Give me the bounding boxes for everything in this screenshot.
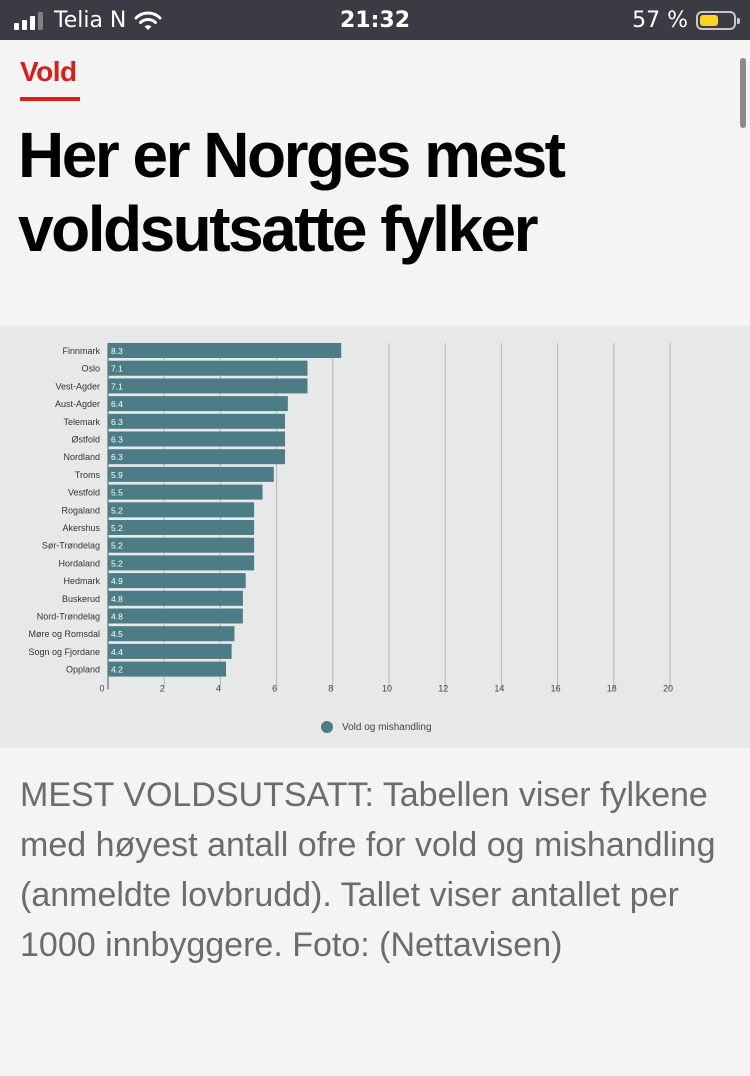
x-tick-label: 14 (494, 683, 504, 693)
data-label: 6.3 (111, 435, 123, 445)
legend-label: Vold og mishandling (342, 722, 432, 733)
bar (108, 643, 232, 659)
bar (108, 343, 342, 358)
category-label: Finnmark (62, 346, 100, 356)
category-label: Akershus (62, 523, 100, 533)
category-label: Vestfold (68, 488, 100, 498)
bar (108, 626, 235, 642)
bar (108, 378, 308, 394)
bar (108, 590, 243, 606)
category-label: Nordland (63, 452, 100, 462)
x-tick-label: 4 (216, 683, 221, 693)
chart-panel: Finnmark 8.3 Oslo 7.1 Vest-Agder 7.1 Aust-Agde… (0, 326, 750, 748)
battery-icon (696, 11, 740, 30)
category-label: Buskerud (62, 594, 100, 604)
data-label: 5.9 (111, 470, 123, 480)
bar (108, 520, 255, 535)
data-label: 7.1 (111, 364, 123, 374)
battery-percent: 57 % (632, 8, 688, 33)
headline-line-2: voldsutsatte fylker (18, 193, 539, 265)
bar (108, 360, 308, 376)
x-tick-label: 8 (328, 683, 333, 693)
status-bar: Telia N 21:32 57 % (0, 0, 750, 40)
x-tick-label: 10 (382, 683, 392, 693)
bar (108, 484, 263, 500)
clock: 21:32 (339, 8, 411, 33)
category-label: Oslo (81, 364, 100, 374)
wifi-icon (134, 11, 162, 30)
category-label: Møre og Romsdal (28, 629, 100, 639)
x-tick-label: 20 (663, 683, 673, 693)
data-label: 4.5 (111, 629, 123, 639)
category-label: Rogaland (61, 505, 100, 515)
data-label: 5.2 (111, 505, 123, 515)
x-tick-label: 18 (607, 683, 617, 693)
data-label: 5.2 (111, 558, 123, 568)
data-label: 5.2 (111, 541, 123, 551)
bar (108, 608, 243, 624)
bar (108, 396, 288, 412)
battery-nub (737, 18, 740, 24)
data-label: 5.2 (111, 523, 123, 533)
category-label: Hedmark (63, 576, 100, 586)
category-label: Telemark (63, 417, 100, 427)
data-label: 4.8 (111, 612, 123, 622)
carrier-name: Telia N (54, 8, 127, 33)
data-label: 4.8 (111, 594, 123, 604)
bar (108, 502, 255, 518)
data-label: 6.3 (111, 452, 123, 462)
status-right: 57 % (632, 8, 740, 33)
category-label: Hordaland (58, 558, 100, 568)
legend-marker (321, 721, 333, 733)
category-label: Nord-Trøndelag (37, 612, 100, 622)
data-label: 5.5 (111, 488, 123, 498)
bar (108, 537, 255, 553)
bar (108, 573, 246, 589)
category-label: Vest-Agder (55, 381, 100, 391)
battery-fill (700, 15, 719, 26)
headline-line-1: Her er Norges mest (18, 119, 566, 191)
category-label: Sør-Trøndelag (42, 541, 100, 551)
scroll-indicator[interactable] (740, 58, 746, 128)
x-tick-label: 2 (160, 683, 165, 693)
x-tick-label: 6 (272, 683, 277, 693)
category-label: Sogn og Fjordane (28, 647, 100, 657)
bar (108, 466, 274, 482)
bar-chart: Finnmark 8.3 Oslo 7.1 Vest-Agder 7.1 Aust-Agde… (28, 343, 673, 733)
bar (108, 431, 286, 447)
cellular-signal-icon (14, 11, 46, 30)
data-label: 4.4 (111, 647, 123, 657)
data-label: 6.4 (111, 399, 123, 409)
status-left: Telia N (14, 8, 162, 33)
data-label: 4.9 (111, 576, 123, 586)
x-tick-label: 12 (438, 683, 448, 693)
data-label: 7.1 (111, 381, 123, 391)
category-link[interactable]: Vold (20, 56, 77, 87)
bar (108, 661, 227, 677)
data-label: 4.2 (111, 665, 123, 675)
category-label: Østfold (71, 435, 100, 445)
data-label: 8.3 (111, 346, 123, 356)
bar (108, 555, 255, 571)
category-label: Aust-Agder (55, 399, 100, 409)
category-label: Oppland (66, 665, 100, 675)
category-label: Troms (75, 470, 101, 480)
x-tick-label: 0 (99, 683, 104, 693)
data-label: 6.3 (111, 417, 123, 427)
image-caption: MEST VOLDSUTSATT: Tabellen viser fylkene… (20, 776, 716, 964)
x-tick-label: 16 (551, 683, 561, 693)
article-headline: Her er Norges mest voldsutsatte fylker (18, 118, 718, 266)
bar (108, 413, 286, 429)
category-underline (20, 97, 80, 101)
bar (108, 449, 286, 465)
